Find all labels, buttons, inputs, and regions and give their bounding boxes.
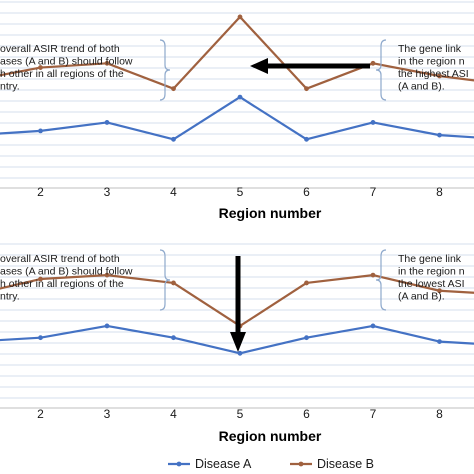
data-point xyxy=(437,288,442,294)
data-point xyxy=(38,276,43,282)
annotation-left: overall ASIR trend of both ases (A and B)… xyxy=(0,43,133,93)
data-point xyxy=(437,132,442,138)
data-point xyxy=(304,136,309,142)
series-line xyxy=(0,96,474,141)
annotation-line: in the region n xyxy=(398,56,465,68)
x-tick-label: 7 xyxy=(370,407,377,421)
data-point xyxy=(370,120,376,125)
annotation-brace-left xyxy=(159,39,171,101)
arrow-left-head-icon xyxy=(250,58,268,74)
legend: Disease A Disease B xyxy=(168,457,374,471)
data-point xyxy=(304,335,309,341)
bottom-chart-panel: 2 3 4 5 6 7 8 Region number overall ASIR trend o… xyxy=(0,243,474,444)
x-tick-labels: 2 3 4 5 6 7 8 xyxy=(37,185,443,199)
data-point xyxy=(304,280,309,286)
x-tick-labels: 2 3 4 5 6 7 8 xyxy=(37,407,443,421)
top-chart-panel: 2 3 4 5 6 7 8 Region number overall ASIR trend o… xyxy=(0,1,474,221)
gridlines xyxy=(0,1,474,179)
legend-label: Disease A xyxy=(195,457,252,471)
x-tick-label: 8 xyxy=(436,407,443,421)
data-point xyxy=(104,272,110,278)
x-tick-label: 5 xyxy=(237,407,244,421)
x-tick-label: 2 xyxy=(37,185,44,199)
x-tick-label: 4 xyxy=(170,185,177,199)
series-disease-a xyxy=(0,323,474,356)
x-tick-label: 8 xyxy=(436,185,443,199)
data-point xyxy=(370,323,376,329)
x-tick-label: 5 xyxy=(237,185,244,199)
annotation-line: h other in all regions of the xyxy=(0,278,124,290)
legend-label: Disease B xyxy=(317,457,374,471)
data-point xyxy=(171,280,176,286)
legend-item: Disease A xyxy=(168,457,252,471)
annotation-right: The gene link in the region n the highest … xyxy=(398,43,469,93)
series-disease-b xyxy=(0,14,474,92)
x-tick-label: 6 xyxy=(303,407,310,421)
data-point xyxy=(38,128,43,134)
data-point xyxy=(104,323,110,329)
annotation-line: ases (A and B) should follow xyxy=(0,56,133,68)
annotation-brace-right xyxy=(375,39,387,101)
x-tick-label: 4 xyxy=(170,407,177,421)
data-point xyxy=(437,339,442,344)
annotation-line: The gene link xyxy=(398,253,462,265)
annotation-line: ntry. xyxy=(0,291,20,303)
x-axis-title: Region number xyxy=(219,205,322,221)
annotation-left: overall ASIR trend of both ases (A and B)… xyxy=(0,253,133,303)
data-point xyxy=(237,14,243,20)
data-point xyxy=(437,73,442,79)
data-point xyxy=(38,65,43,70)
data-point xyxy=(171,335,176,341)
annotation-line: the lowest ASI xyxy=(398,278,465,290)
legend-swatch-marker xyxy=(176,461,182,467)
annotation-line: overall ASIR trend of both xyxy=(0,253,120,265)
annotation-line: in the region n xyxy=(398,266,465,278)
data-point xyxy=(171,86,176,92)
data-point xyxy=(38,335,43,341)
data-point xyxy=(171,136,176,142)
annotation-line: ases (A and B) should follow xyxy=(0,266,133,278)
x-tick-label: 2 xyxy=(37,407,44,421)
x-tick-label: 3 xyxy=(104,407,111,421)
annotation-line: the highest ASI xyxy=(398,68,469,80)
x-tick-label: 6 xyxy=(303,185,310,199)
data-point xyxy=(104,120,110,125)
x-tick-label: 3 xyxy=(104,185,111,199)
data-point xyxy=(104,60,110,66)
data-point xyxy=(237,350,243,356)
annotation-line: (A and B). xyxy=(398,291,445,303)
annotation-line: overall ASIR trend of both xyxy=(0,43,120,55)
legend-swatch-marker xyxy=(298,461,304,467)
annotation-brace-left xyxy=(159,249,171,311)
annotation-line: ntry. xyxy=(0,81,20,93)
series-disease-a xyxy=(0,94,474,142)
annotation-line: (A and B). xyxy=(398,81,445,93)
annotation-line: The gene link xyxy=(398,43,462,55)
data-point xyxy=(304,86,309,92)
legend-item: Disease B xyxy=(290,457,374,471)
annotation-right: The gene link in the region n the lowest A… xyxy=(398,253,465,303)
data-point xyxy=(370,60,376,66)
x-tick-label: 7 xyxy=(370,185,377,199)
arrow-down-head-icon xyxy=(230,332,246,352)
annotation-brace-right xyxy=(375,249,387,311)
data-point xyxy=(370,272,376,278)
annotation-line: h other in all regions of the xyxy=(0,68,124,80)
x-axis-title: Region number xyxy=(219,428,322,444)
data-point xyxy=(237,94,243,100)
